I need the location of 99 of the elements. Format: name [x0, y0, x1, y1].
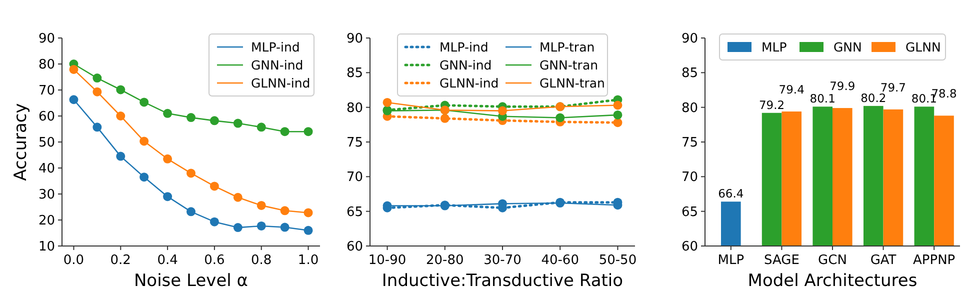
- y-tick-label: 30: [38, 188, 55, 202]
- point: [210, 217, 219, 226]
- point: [256, 122, 266, 132]
- y-tick-label: 85: [346, 66, 363, 82]
- y-tick-label: 70: [38, 84, 55, 98]
- point: [233, 118, 242, 128]
- y-tick-label: 10: [38, 240, 55, 254]
- x-tick-label: GAT: [870, 253, 896, 268]
- legend-label: GLNN-ind: [251, 76, 310, 90]
- point: [92, 74, 102, 83]
- y-tick-label: 90: [38, 32, 55, 46]
- x-tick-label: SAGE: [764, 253, 800, 268]
- legend-label: MLP-tran: [540, 40, 595, 54]
- point: [92, 122, 102, 132]
- point: [280, 127, 290, 136]
- y-tick-label: 90: [681, 32, 698, 46]
- point: [163, 154, 172, 164]
- point: [186, 207, 196, 216]
- point: [556, 113, 565, 122]
- y-tick-label: 80: [346, 100, 363, 116]
- data-label: 79.2: [758, 98, 785, 112]
- legend-label: GNN-tran: [540, 58, 598, 72]
- point: [92, 87, 102, 96]
- legend-label: MLP: [762, 40, 788, 54]
- x-tick-label: APPNP: [913, 253, 956, 268]
- x-tick-label: 50-50: [598, 253, 637, 268]
- point: [163, 108, 172, 118]
- point: [440, 114, 450, 123]
- y-tick-label: 75: [681, 136, 698, 150]
- point: [613, 110, 622, 120]
- point: [256, 200, 266, 210]
- point: [140, 136, 149, 146]
- data-label: 80.1: [810, 92, 836, 106]
- data-label: 79.4: [778, 82, 804, 96]
- x-tick-label: 0.2: [110, 253, 131, 268]
- point: [256, 221, 266, 230]
- point: [304, 127, 313, 136]
- point: [498, 106, 507, 116]
- y-tick-label: 60: [681, 240, 698, 254]
- point: [613, 100, 622, 110]
- data-label: 66.4: [718, 186, 744, 201]
- point: [304, 226, 313, 235]
- point: [280, 206, 290, 216]
- y-tick-label: 80: [38, 58, 55, 72]
- point: [69, 95, 78, 104]
- y-tick-label: 50: [38, 136, 55, 150]
- legend-label: GLNN-ind: [440, 76, 499, 90]
- point: [140, 98, 149, 107]
- x-tick-label: 40-60: [541, 253, 579, 268]
- y-tick-label: 70: [681, 170, 698, 186]
- x-axis-title: Noise Level α: [134, 271, 248, 291]
- y-tick-label: 60: [38, 110, 55, 124]
- point: [304, 208, 313, 218]
- x-tick-label: 20-80: [426, 253, 464, 268]
- x-tick-label: GCN: [818, 253, 847, 268]
- x-tick-label: 0.0: [63, 253, 84, 268]
- x-axis-title: Inductive:Transductive Ratio: [382, 271, 624, 291]
- point: [233, 223, 242, 232]
- point: [233, 192, 242, 202]
- point: [210, 182, 219, 191]
- point: [163, 192, 172, 202]
- y-tick-label: 40: [38, 162, 55, 176]
- y-tick-label: 75: [346, 136, 363, 150]
- legend-label: MLP-ind: [440, 40, 488, 54]
- point: [116, 152, 126, 161]
- point: [140, 172, 149, 182]
- x-tick-label: MLP: [718, 253, 744, 268]
- y-tick-label: 20: [38, 214, 55, 228]
- y-tick-label: 90: [346, 32, 363, 46]
- x-tick-label: 1.0: [298, 253, 319, 268]
- legend-label: GLNN-tran: [540, 76, 605, 90]
- y-tick-label: 70: [346, 170, 363, 186]
- y-axis-title: Accuracy: [11, 103, 31, 181]
- x-tick-label: 0.6: [204, 253, 225, 268]
- x-axis-title: Model Architectures: [748, 271, 918, 291]
- x-tick-label: 0.8: [251, 253, 272, 268]
- point: [69, 64, 78, 74]
- x-tick-label: 0.4: [157, 253, 178, 268]
- x-tick-label: 30-70: [484, 253, 522, 268]
- legend-label: GLNN: [906, 40, 941, 54]
- legend-label: MLP-ind: [251, 40, 300, 54]
- point: [186, 168, 196, 178]
- point: [382, 98, 392, 107]
- legend-label: GNN: [834, 40, 862, 54]
- point: [116, 112, 126, 120]
- point: [186, 113, 196, 122]
- y-tick-label: 65: [346, 204, 363, 220]
- data-label: 79.9: [830, 79, 856, 94]
- y-tick-label: 65: [681, 204, 698, 220]
- point: [280, 222, 290, 232]
- point: [613, 118, 622, 128]
- x-tick-label: 10-90: [368, 253, 406, 268]
- point: [116, 85, 126, 94]
- point: [210, 116, 219, 126]
- y-tick-label: 85: [681, 66, 698, 82]
- y-tick-label: 60: [346, 240, 363, 254]
- legend-label: GNN-ind: [440, 58, 492, 72]
- y-tick-label: 80: [681, 100, 698, 116]
- legend-label: GNN-ind: [251, 58, 304, 72]
